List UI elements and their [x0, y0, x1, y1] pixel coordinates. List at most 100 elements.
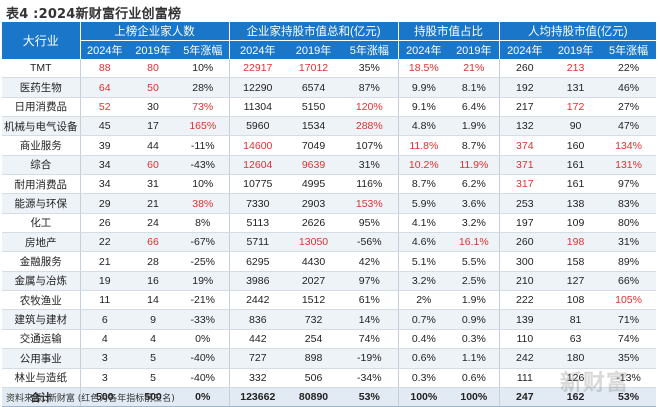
value-cell: 8%	[177, 213, 230, 234]
value-cell: 105%	[601, 290, 657, 311]
value-cell: -56%	[341, 232, 399, 253]
value-cell: 139	[499, 309, 551, 330]
value-cell: -40%	[177, 348, 230, 369]
value-cell: 10775	[229, 174, 287, 195]
value-cell: 0.4%	[398, 329, 450, 350]
value-cell: 836	[229, 309, 287, 330]
value-cell: 158	[550, 251, 602, 272]
value-cell: 31	[129, 174, 177, 195]
value-cell: 109	[550, 213, 602, 234]
industry-cell: 机械与电气设备	[2, 116, 81, 137]
value-cell: 35%	[341, 59, 399, 79]
value-cell: 21	[80, 251, 129, 272]
value-cell: 3	[80, 368, 129, 388]
header-group-per-capita: 人均持股市值(亿元)	[499, 22, 657, 41]
value-cell: 6	[80, 309, 129, 330]
table-row: 日用消费品 52 30 73% 11304 5150 120% 9.1% 6.4% 217 172 2…	[2, 97, 657, 118]
value-cell: 0.3%	[449, 329, 500, 350]
value-cell: 898	[286, 348, 342, 369]
value-cell: 165%	[177, 116, 230, 137]
value-cell: 131	[550, 77, 602, 98]
subheader-2019: 2019年	[129, 40, 177, 59]
industry-cell: 交通运输	[2, 329, 81, 350]
value-cell: 53%	[341, 386, 399, 407]
value-cell: 3.2%	[398, 271, 450, 292]
value-cell: 1.9%	[449, 290, 500, 311]
industry-cell: 化工	[2, 213, 81, 234]
value-cell: 11	[80, 290, 129, 311]
value-cell: 442	[229, 329, 287, 350]
value-cell: 371	[499, 155, 551, 176]
subheader-5yr-growth: 5年涨幅	[601, 40, 657, 59]
value-cell: 116%	[341, 174, 399, 195]
value-cell: 0%	[177, 329, 230, 350]
value-cell: 9639	[286, 155, 342, 176]
value-cell: 81	[550, 309, 602, 330]
value-cell: 260	[499, 232, 551, 253]
industry-cell: 房地产	[2, 232, 81, 253]
value-cell: 80	[129, 59, 177, 79]
value-cell: 14%	[341, 309, 399, 330]
value-cell: 0.6%	[398, 348, 450, 369]
value-cell: 66	[129, 232, 177, 253]
table-row: TMT 88 80 10% 22917 17012 35% 18.5% 21% 260 213 22%	[2, 59, 657, 79]
value-cell: -19%	[341, 348, 399, 369]
value-cell: 5960	[229, 116, 287, 137]
value-cell: 10.2%	[398, 155, 450, 176]
value-cell: 5113	[229, 213, 287, 234]
table-row: 机械与电气设备 45 17 165% 5960 1534 288% 4.8% 1.9% 132 90…	[2, 116, 657, 137]
value-cell: 8.7%	[449, 135, 500, 156]
value-cell: 260	[499, 59, 551, 79]
value-cell: 45	[80, 116, 129, 137]
value-cell: 97%	[601, 174, 657, 195]
value-cell: 0.7%	[398, 309, 450, 330]
industry-cell: 建筑与建材	[2, 309, 81, 330]
value-cell: 63	[550, 329, 602, 350]
value-cell: 6574	[286, 77, 342, 98]
subheader-2019: 2019年	[550, 40, 602, 59]
header-category: 大行业	[2, 22, 81, 59]
value-cell: 97%	[341, 271, 399, 292]
value-cell: 34	[80, 174, 129, 195]
value-cell: -25%	[177, 251, 230, 272]
subheader-5yr-growth: 5年涨幅	[177, 40, 230, 59]
value-cell: 34	[80, 155, 129, 176]
value-cell: 95%	[341, 213, 399, 234]
value-cell: 50	[129, 77, 177, 98]
value-cell: 80%	[601, 213, 657, 234]
value-cell: 0%	[177, 386, 230, 407]
value-cell: 5	[129, 348, 177, 369]
value-cell: 153%	[341, 193, 399, 214]
value-cell: 7330	[229, 193, 287, 214]
value-cell: 4.6%	[398, 232, 450, 253]
value-cell: -67%	[177, 232, 230, 253]
table-row: 房地产 22 66 -67% 5711 13050 -56% 4.6% 16.1% 260 198 3…	[2, 232, 657, 253]
value-cell: 71%	[601, 309, 657, 330]
subheader-2024: 2024年	[398, 40, 450, 59]
value-cell: 162	[550, 386, 602, 407]
table-row: 公用事业 3 5 -40% 727 898 -19% 0.6% 1.1% 242 180 35%	[2, 348, 657, 369]
value-cell: 31%	[601, 232, 657, 253]
value-cell: 197	[499, 213, 551, 234]
value-cell: 6.4%	[449, 97, 500, 118]
value-cell: 9.1%	[398, 97, 450, 118]
value-cell: 2903	[286, 193, 342, 214]
table-row: 能源与环保 29 21 38% 7330 2903 153% 5.9% 3.6% 253 138 83…	[2, 193, 657, 214]
subheader-5yr-growth: 5年涨幅	[341, 40, 399, 59]
value-cell: 28%	[177, 77, 230, 98]
header-group-share: 持股市值占比	[398, 22, 500, 41]
value-cell: 3.6%	[449, 193, 500, 214]
value-cell: 11.9%	[449, 155, 500, 176]
table-row: 农牧渔业 11 14 -21% 2442 1512 61% 2% 1.9% 222 108 105%	[2, 290, 657, 311]
value-cell: 8.7%	[398, 174, 450, 195]
value-cell: 5150	[286, 97, 342, 118]
value-cell: 64	[80, 77, 129, 98]
value-cell: 1512	[286, 290, 342, 311]
value-cell: 11304	[229, 97, 287, 118]
value-cell: 1534	[286, 116, 342, 137]
value-cell: 180	[550, 348, 602, 369]
value-cell: 242	[499, 348, 551, 369]
industry-cell: 公用事业	[2, 348, 81, 369]
value-cell: 0.3%	[398, 368, 450, 388]
value-cell: -11%	[177, 135, 230, 156]
